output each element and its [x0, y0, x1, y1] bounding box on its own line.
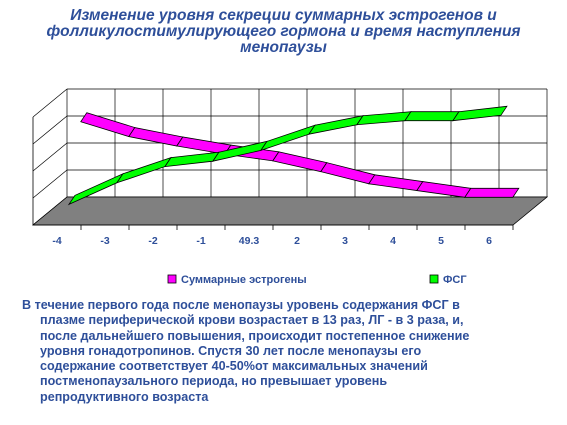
x-tick-label: 3 [342, 235, 348, 247]
gridline-side [32, 142, 68, 172]
gridline-side [32, 169, 68, 199]
data-segment [452, 105, 508, 122]
legend-swatch [429, 274, 439, 284]
legend-label: Суммарные эстрогены [181, 274, 307, 286]
chart-floor [31, 196, 549, 226]
x-tick-label: -4 [52, 235, 61, 247]
chart-area: -4 -3 -2 -1 49.3 2 3 4 5 6 Суммарные эстрогены ФСГ [31, 88, 549, 286]
gridline-side [32, 115, 68, 145]
x-tick-label: -2 [148, 235, 157, 247]
x-tick-label: -1 [196, 235, 205, 247]
data-segment [320, 162, 376, 185]
legend-label: ФСГ [443, 274, 467, 286]
legend-item-fsh: ФСГ [429, 274, 467, 286]
x-tick-label: 6 [486, 235, 492, 247]
gridline-side [32, 88, 68, 118]
caption-line-7: репродуктивного возраста [40, 389, 209, 404]
series-fsh [67, 105, 508, 206]
caption-line-5: содержание соответствует 40-50%от максим… [40, 359, 428, 374]
legend-swatch [167, 274, 177, 284]
data-segment [464, 187, 520, 198]
x-tick-label: -3 [100, 235, 109, 247]
caption-line-4: уровня гонадотропинов. Спустя 30 лет пос… [40, 343, 422, 358]
title-line-3: менопаузы [240, 39, 327, 56]
x-tick-label: 49.3 [239, 235, 260, 247]
data-segment [368, 174, 424, 191]
legend-item-estrogens: Суммарные эстрогены [167, 274, 307, 286]
series-estrogens [80, 112, 520, 198]
chart-title: Изменение уровня секреции суммарных эстр… [20, 8, 547, 56]
x-tick-label: 5 [438, 235, 444, 247]
data-segment [272, 151, 328, 173]
data-segment [416, 181, 472, 198]
caption-line-6: постменопаузального периода, но превышае… [40, 374, 388, 389]
data-segment [404, 111, 460, 122]
caption-text: В течение первого года после менопаузы у… [22, 298, 542, 405]
caption-line-1: В течение первого года после менопаузы у… [22, 298, 460, 312]
caption-line-3: после дальнейшего повышения, происходит … [40, 328, 470, 343]
title-line-2: фолликулостимулирующего гормона и время … [46, 23, 521, 40]
x-tick-label: 4 [390, 235, 396, 247]
caption-line-2: плазме периферической крови возрастает в… [40, 313, 464, 328]
x-tick-label: 2 [294, 235, 300, 247]
title-line-1: Изменение уровня секреции суммарных эстр… [70, 7, 497, 24]
